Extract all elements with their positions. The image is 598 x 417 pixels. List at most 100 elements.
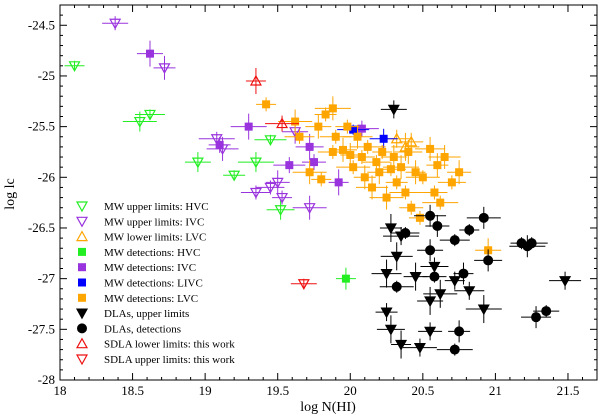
data-point: [375, 168, 384, 177]
data-point: [411, 168, 420, 177]
legend-marker: [75, 308, 89, 320]
data-point: [68, 61, 81, 73]
data-point: [464, 225, 475, 235]
data-point: [244, 122, 253, 131]
data-point: [380, 307, 393, 319]
data-point: [477, 304, 490, 316]
data-point: [458, 268, 469, 279]
data-point: [349, 163, 358, 172]
legend-marker: [75, 354, 89, 366]
data-point: [463, 286, 476, 298]
data-point: [433, 161, 442, 170]
data-point: [133, 116, 146, 128]
y-axis-label: log lc: [3, 178, 18, 210]
x-tick-label: 18.5: [121, 383, 144, 398]
data-point: [415, 213, 424, 222]
legend-label: MW upper limits: IVC: [104, 216, 204, 228]
data-point: [271, 177, 284, 189]
legend-item: MW detections: HVC: [78, 247, 200, 259]
data-point: [228, 170, 241, 182]
data-point: [401, 188, 410, 197]
data-point: [387, 104, 400, 116]
legend-item: DLAs, upper limits: [75, 308, 189, 320]
data-point: [390, 251, 403, 263]
legend-item: DLAs, detections: [77, 323, 181, 335]
data-point: [372, 158, 381, 167]
legend: MW upper limits: HVC MW upper limits: IVC…: [75, 201, 235, 366]
data-point: [389, 153, 398, 162]
data-point: [413, 342, 426, 354]
y-tick-label: -25.5: [28, 119, 55, 134]
data-point: [109, 18, 122, 30]
data-point: [309, 158, 318, 167]
legend-marker: [75, 230, 89, 242]
data-point: [436, 198, 445, 207]
data-point: [478, 212, 489, 223]
x-tick-label: 19.5: [266, 383, 289, 398]
marks-layer: [64, 16, 582, 359]
data-point: [448, 276, 461, 287]
data-point: [321, 110, 330, 119]
data-point: [264, 182, 277, 194]
y-tick-label: -26.5: [28, 220, 55, 235]
data-point: [428, 261, 441, 273]
data-point: [418, 173, 427, 182]
series-1: [102, 16, 327, 220]
data-point: [384, 324, 397, 336]
data-point: [407, 203, 416, 212]
data-point: [291, 117, 300, 126]
data-point: [384, 223, 397, 235]
legend-label: MW detections: LVC: [104, 293, 198, 305]
legend-item: MW lower limits: LVC: [75, 230, 206, 244]
series-2: [380, 129, 424, 161]
x-tick-label: 20: [344, 383, 357, 398]
x-tick-label: 18: [54, 383, 67, 398]
data-point: [303, 203, 316, 214]
data-point: [395, 339, 408, 351]
legend-marker: [75, 201, 89, 213]
legend-marker: [77, 323, 87, 334]
data-point: [305, 142, 314, 151]
data-point: [339, 145, 348, 154]
data-point: [343, 122, 352, 131]
data-point: [317, 175, 326, 184]
data-point: [455, 168, 464, 177]
data-point: [191, 157, 204, 169]
data-point: [264, 135, 277, 147]
legend-label: MW detections: IVC: [104, 262, 196, 274]
data-point: [378, 147, 387, 156]
data-point: [331, 132, 340, 141]
y-tick-label: -24.5: [28, 17, 55, 32]
legend-label: MW upper limits: HVC: [104, 201, 209, 213]
legend-label: MW detections: HVC: [104, 247, 200, 259]
data-point: [447, 178, 456, 187]
data-point: [274, 205, 287, 216]
legend-marker: [78, 293, 86, 302]
x-tick-label: 21.5: [557, 383, 580, 398]
data-point: [215, 140, 224, 149]
data-point: [353, 132, 362, 141]
series-8: [379, 204, 560, 356]
series-7: [371, 100, 582, 359]
data-point: [434, 289, 447, 301]
legend-marker: [78, 263, 86, 272]
legend-label: MW detections: LIVC: [104, 278, 203, 290]
y-tick-label: -25: [38, 68, 55, 83]
data-point: [262, 100, 271, 109]
data-point: [363, 142, 372, 151]
x-tick-label: 20.5: [411, 383, 434, 398]
data-point: [276, 117, 289, 129]
legend-marker: [78, 247, 86, 256]
data-point: [440, 153, 449, 162]
data-point: [328, 147, 337, 156]
data-point: [143, 109, 157, 121]
data-point: [429, 271, 440, 282]
series-5: [337, 124, 398, 149]
legend-label: MW lower limits: LVC: [104, 232, 206, 244]
data-point: [400, 228, 411, 239]
data-point: [449, 344, 460, 355]
x-axis-label: log N(HI): [300, 400, 356, 415]
legend-item: SDLA upper limits: this work: [75, 354, 235, 366]
data-point: [449, 235, 460, 246]
